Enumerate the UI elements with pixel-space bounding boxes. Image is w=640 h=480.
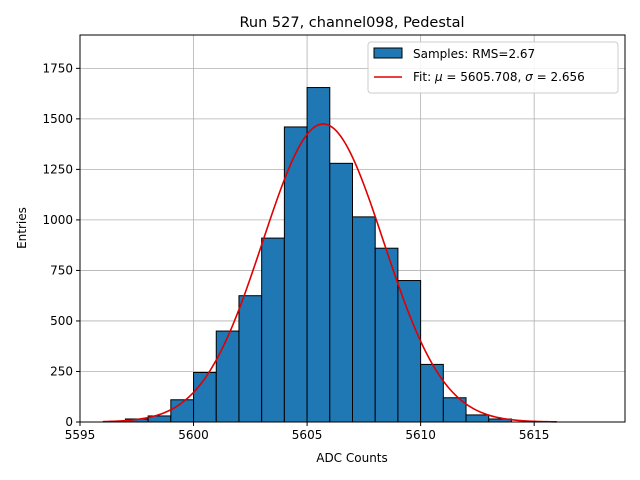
histogram-bars: [124, 87, 512, 423]
y-axis-ticks: 0 250 500 750 1000 1250 1500 1750: [42, 61, 80, 429]
histogram-bar: [306, 87, 331, 423]
legend-fit-prefix: Fit:: [413, 70, 435, 84]
y-tick-label: 750: [50, 263, 73, 277]
legend-fit-label: Fit: μ = 5605.708, σ = 2.656: [413, 70, 585, 84]
x-axis-ticks: 5595 5600 5605 5610 5615: [65, 422, 550, 442]
histogram-bar: [465, 414, 490, 423]
chart-title: Run 527, channel098, Pedestal: [239, 15, 464, 31]
histogram-bar: [420, 363, 444, 423]
y-tick-label: 500: [50, 314, 73, 328]
legend-histogram-swatch: [373, 47, 403, 59]
y-tick-label: 1750: [42, 61, 73, 75]
histogram-bar: [215, 330, 240, 423]
x-tick-label: 5595: [65, 428, 96, 442]
legend-box: [367, 41, 619, 94]
histogram-bar: [193, 371, 217, 423]
histogram-bar: [238, 295, 263, 423]
histogram-bar: [261, 237, 285, 423]
x-tick-label: 5600: [178, 428, 209, 442]
y-tick-label: 1250: [42, 162, 73, 176]
x-tick-label: 5615: [519, 428, 550, 442]
legend: Samples: RMS=2.67 Fit: μ = 5605.708, σ =…: [367, 41, 619, 94]
legend-fit-sigma: σ: [525, 70, 533, 84]
x-axis-label: ADC Counts: [316, 451, 388, 465]
histogram-bar: [397, 280, 422, 423]
legend-fit-mu: μ: [434, 70, 443, 84]
x-tick-label: 5610: [405, 428, 436, 442]
y-tick-label: 250: [50, 364, 73, 378]
histogram-bar: [352, 216, 376, 423]
y-axis-label: Entries: [15, 207, 29, 249]
plot-frame: [79, 34, 626, 423]
legend-fit-mid: = 5605.708,: [443, 70, 526, 84]
legend-histogram-label: Samples: RMS=2.67: [413, 47, 535, 61]
y-tick-label: 1000: [42, 213, 73, 227]
legend-fit-suffix: = 2.656: [533, 70, 585, 84]
y-tick-label: 1500: [42, 112, 73, 126]
x-tick-label: 5605: [292, 428, 323, 442]
fit-curve: [102, 123, 557, 423]
histogram-bar: [329, 162, 353, 423]
y-tick-label: 0: [65, 415, 73, 429]
